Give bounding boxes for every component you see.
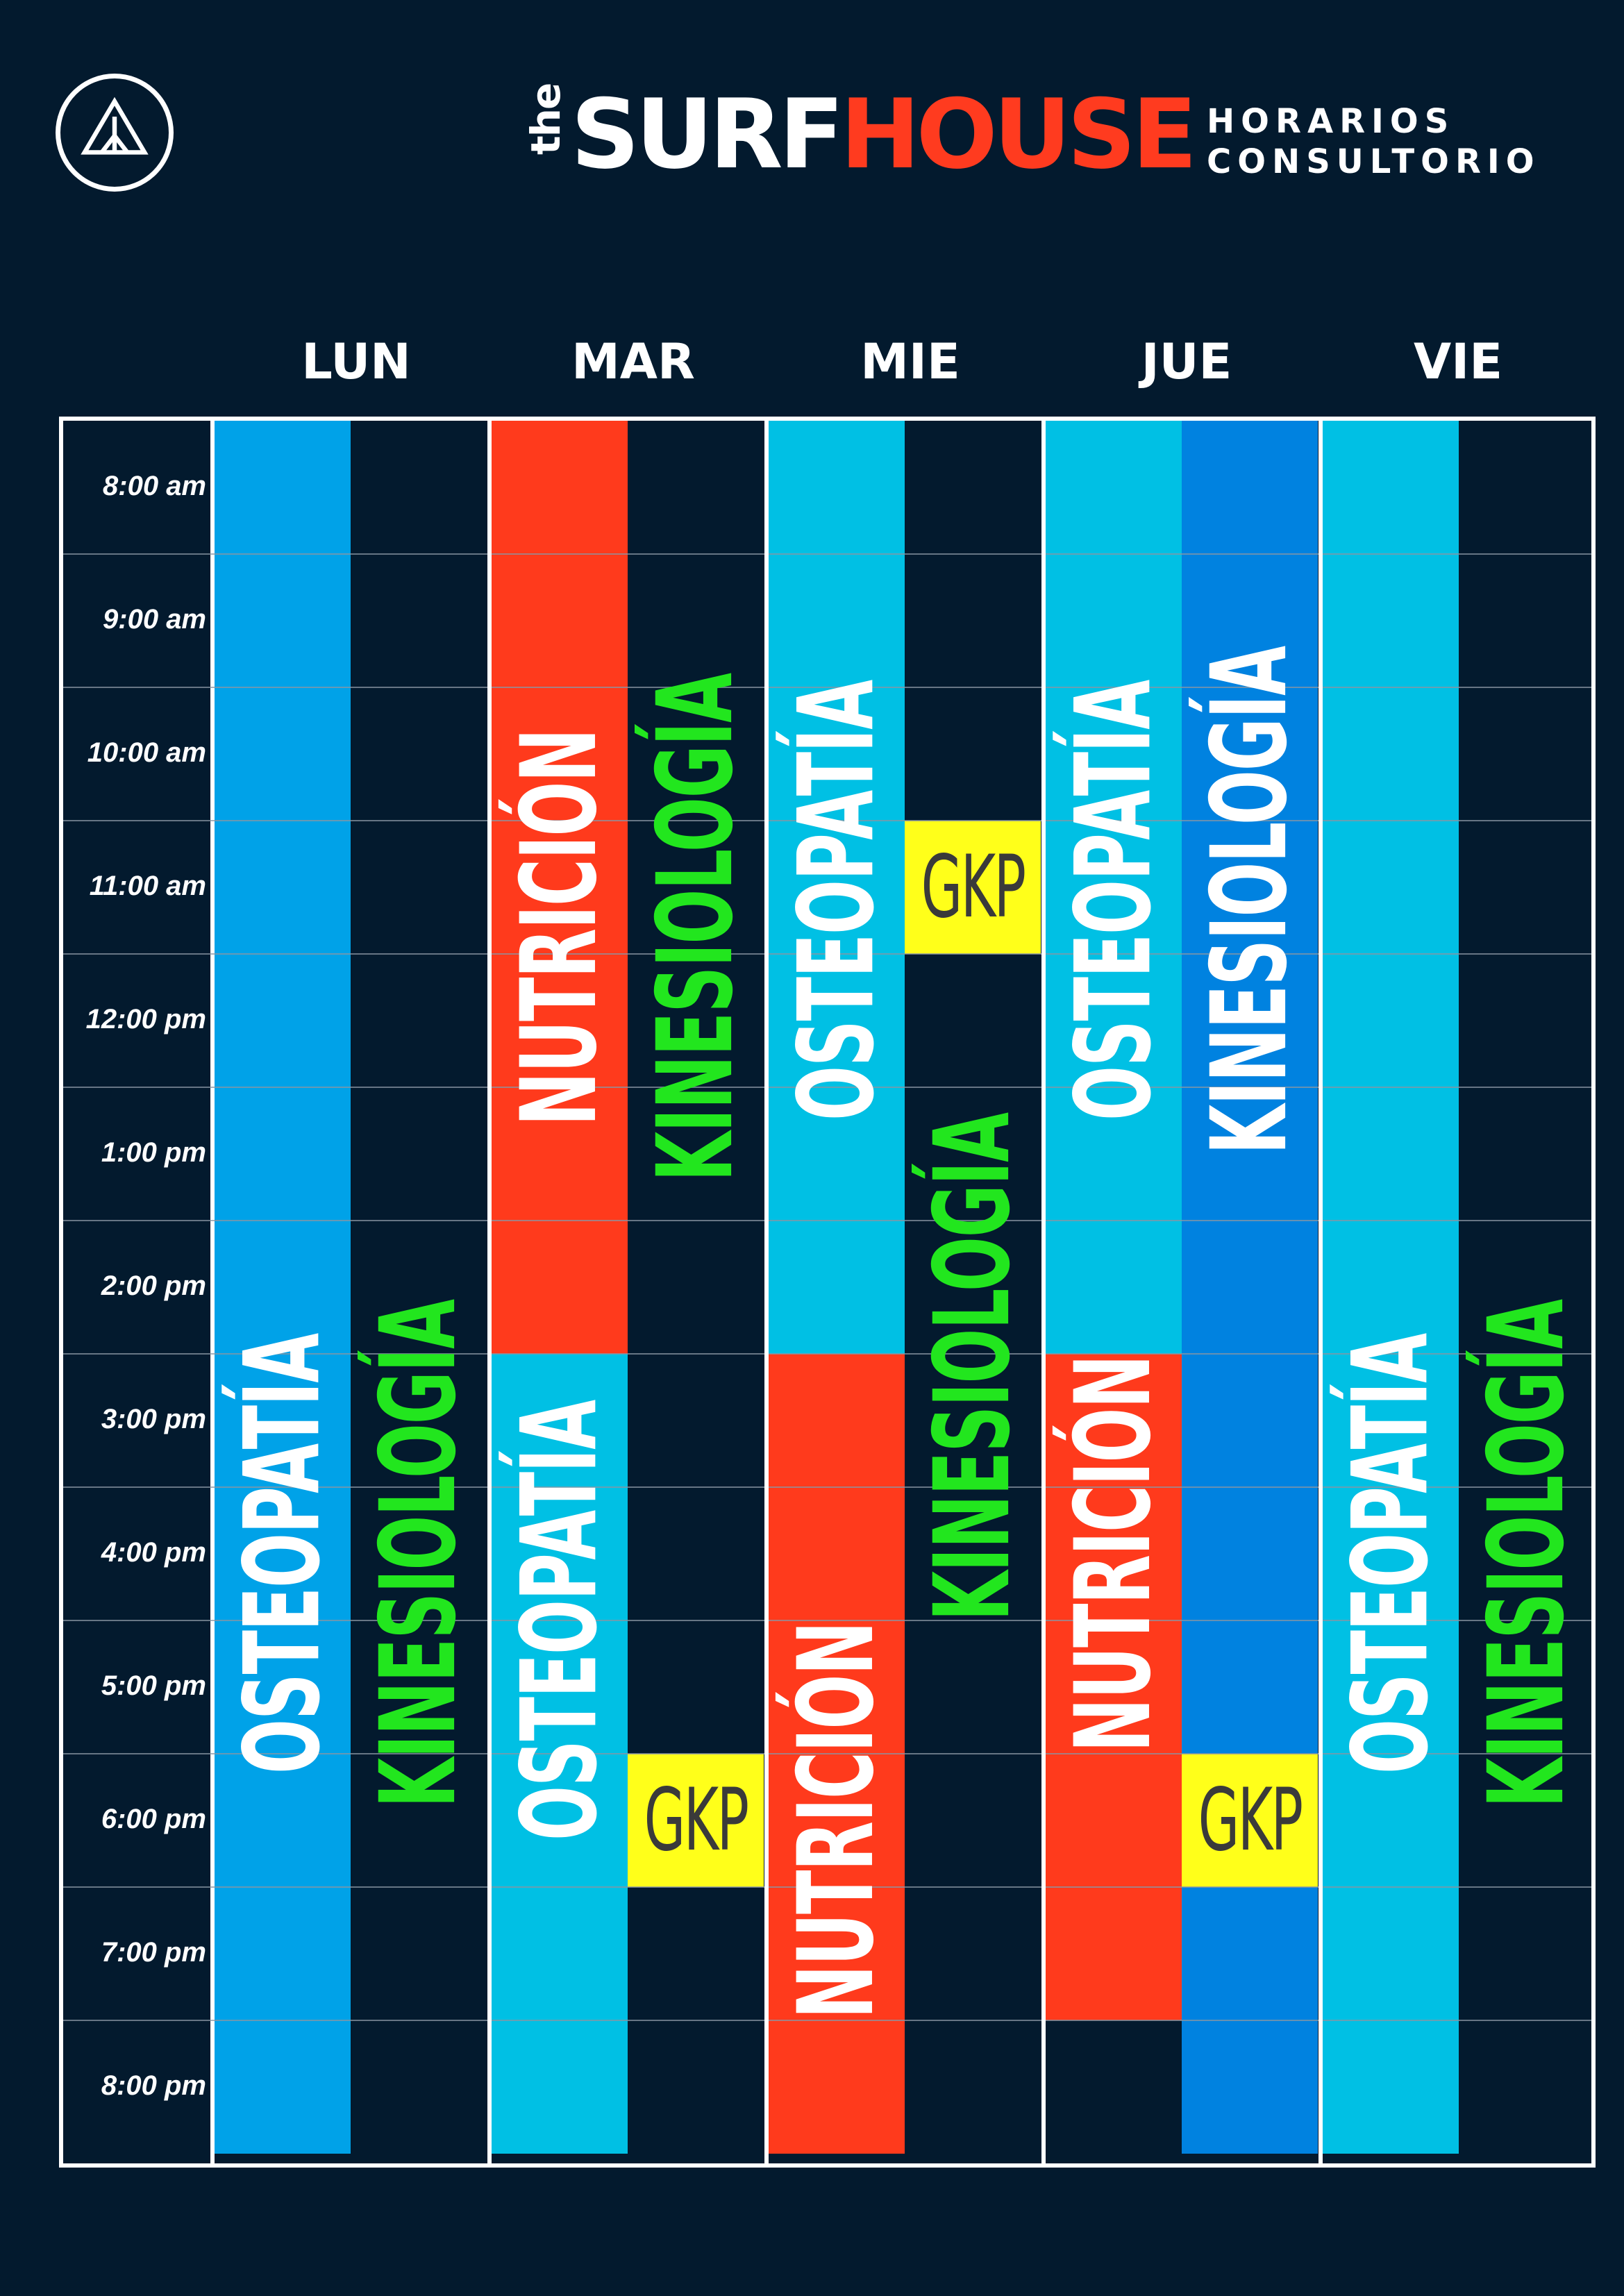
block-label-text: NUTRICIÓN: [1053, 1355, 1175, 1752]
block-label-text: KINESIOLOGÍA: [1189, 646, 1310, 1155]
time-label: 2:00 pm: [101, 1271, 206, 1301]
time-label: 12:00 pm: [85, 1004, 206, 1034]
hour-divider: [63, 1620, 1591, 1621]
block-label-text: KINESIOLOGÍA: [1466, 1300, 1587, 1808]
block-label-text: KINESIOLOGÍA: [635, 673, 756, 1182]
block-label-text: NUTRICIÓN: [499, 728, 621, 1126]
block-label-kinesiologia: KINESIOLOGÍA: [628, 673, 764, 1182]
schedule-block: [1046, 1354, 1182, 2020]
block-label-kinesiologia: KINESIOLOGÍA: [351, 1300, 487, 1808]
day-header-mie: MIE: [860, 333, 960, 390]
page-subtitle: HORARIOS CONSULTORIO: [1207, 101, 1541, 182]
time-label: 6:00 pm: [101, 1804, 206, 1834]
schedule-block: [905, 1087, 1041, 1487]
block-label: GKP: [921, 837, 1026, 937]
day-divider: [764, 421, 769, 2163]
schedule-block-gkp: GKP: [1182, 1754, 1318, 1887]
schedule-block: [1323, 421, 1459, 2154]
time-label: 9:00 am: [103, 604, 206, 635]
block-label-text: KINESIOLOGÍA: [912, 1113, 1033, 1622]
schedule-block: [1459, 421, 1591, 2154]
hour-divider: [63, 820, 1591, 821]
block-label-osteopatia: OSTEOPATÍA: [215, 1334, 351, 1774]
brand-logo-icon: [56, 74, 174, 192]
block-label-text: OSTEOPATÍA: [222, 1333, 343, 1775]
block-label-text: OSTEOPATÍA: [776, 680, 897, 1121]
time-label: 1:00 pm: [101, 1137, 206, 1168]
hour-divider: [63, 1753, 1591, 1754]
block-label-osteopatia: OSTEOPATÍA: [769, 680, 905, 1121]
hour-divider: [63, 953, 1591, 955]
time-label: 8:00 am: [103, 471, 206, 501]
hour-divider: [63, 1486, 1591, 1488]
block-label-osteopatia: OSTEOPATÍA: [1046, 680, 1182, 1121]
block-label-nutricion: NUTRICIÓN: [492, 719, 628, 1136]
block-label-text: OSTEOPATÍA: [1053, 680, 1174, 1121]
schedule-block: [492, 421, 628, 1354]
time-label: 4:00 pm: [101, 1537, 206, 1568]
hour-divider: [63, 1220, 1591, 1221]
hour-divider: [63, 1087, 1591, 1088]
day-divider: [1319, 421, 1323, 2163]
time-label: 5:00 pm: [101, 1670, 206, 1701]
schedule-block: [1046, 421, 1182, 1354]
day-header-jue: JUE: [1141, 333, 1232, 390]
day-divider: [487, 421, 492, 2163]
day-header-mar: MAR: [571, 333, 695, 390]
hour-divider: [63, 1886, 1591, 1888]
schedule-grid: 8:00 am 9:00 am 10:00 am 11:00 am 12:00 pm 1:…: [59, 417, 1596, 2168]
schedule-block-gkp: GKP: [905, 821, 1041, 954]
block-label-kinesiologia: KINESIOLOGÍA: [1459, 1300, 1591, 1808]
time-label: 11:00 am: [89, 871, 206, 901]
block-label-kinesiologia: KINESIOLOGÍA: [905, 1113, 1041, 1621]
block-label-kinesiologia: KINESIOLOGÍA: [1182, 646, 1318, 1155]
day-header-vie: VIE: [1413, 333, 1503, 390]
day-divider: [1041, 421, 1046, 2163]
time-label: 8:00 pm: [101, 2070, 206, 2101]
block-label-text: NUTRICIÓN: [776, 1622, 898, 2019]
block-label: GKP: [644, 1770, 749, 1870]
block-label-text: OSTEOPATÍA: [499, 1400, 620, 1841]
schedule-block: [628, 421, 764, 1354]
hour-divider: [63, 1353, 1591, 1355]
time-column: 8:00 am 9:00 am 10:00 am 11:00 am 12:00 pm 1:…: [63, 421, 215, 2163]
subtitle-line-2: CONSULTORIO: [1207, 142, 1541, 181]
schedule-block: [215, 421, 351, 2154]
hour-divider: [63, 687, 1591, 688]
time-label: 7:00 pm: [101, 1937, 206, 1968]
block-label-text: OSTEOPATÍA: [1330, 1333, 1451, 1775]
subtitle-line-1: HORARIOS: [1207, 102, 1455, 141]
block-label-text: KINESIOLOGÍA: [358, 1300, 479, 1808]
brand-the: the: [522, 83, 569, 155]
day-header-lun: LUN: [301, 333, 411, 390]
block-label-osteopatia: OSTEOPATÍA: [492, 1400, 628, 1841]
block-label-nutricion: NUTRICIÓN: [769, 1612, 905, 2029]
block-label: GKP: [1198, 1770, 1303, 1870]
time-label: 3:00 pm: [101, 1404, 206, 1434]
schedule-block-gkp: GKP: [628, 1754, 764, 1887]
brand-wordmark: the SURF HOUSE: [522, 78, 1198, 190]
time-label: 10:00 am: [87, 737, 206, 768]
schedule-block: [769, 421, 905, 1354]
block-label-osteopatia: OSTEOPATÍA: [1323, 1334, 1459, 1774]
hour-divider: [63, 553, 1591, 555]
schedule-block: [351, 421, 487, 2154]
block-label-nutricion: NUTRICIÓN: [1046, 1346, 1182, 1762]
hour-divider: [63, 2020, 1591, 2021]
brand-house: HOUSE: [839, 78, 1198, 190]
brand-surf: SURF: [571, 78, 844, 190]
